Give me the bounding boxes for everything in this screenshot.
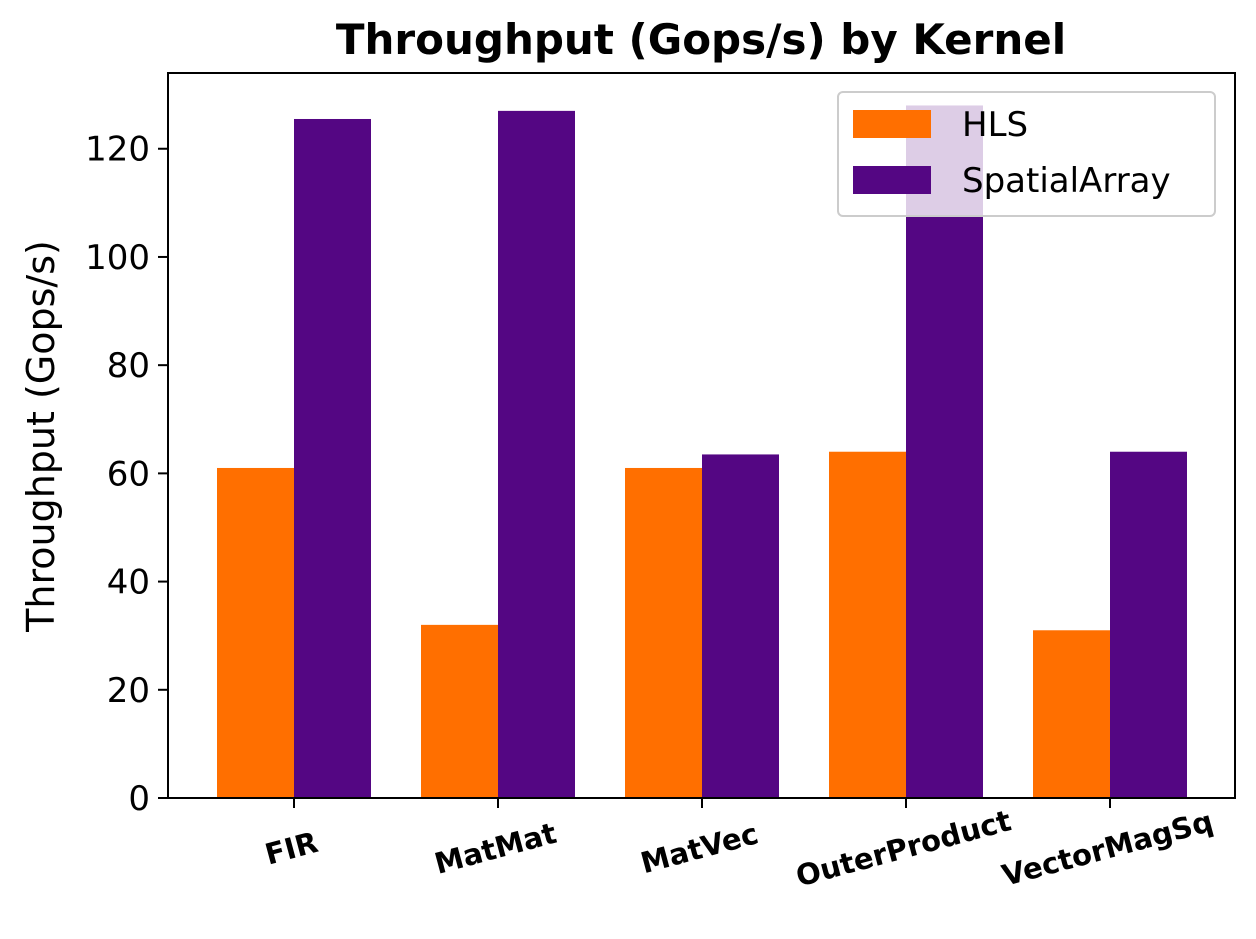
legend-label-hls: HLS [962,105,1028,145]
y-tick-label: 80 [107,346,150,386]
legend-swatch-hls [853,110,931,138]
y-axis-ticks: 0 20 40 60 80 100 120 [85,130,168,819]
y-tick-label: 100 [85,238,150,278]
bar-hls-vectormagsq [1033,630,1110,798]
plot-area-frame [167,72,1236,799]
bar-hls-outerproduct [829,451,906,798]
y-tick-label: 120 [85,130,150,170]
y-tick-label: 0 [128,779,150,819]
bar-spatialarray-matvec [702,454,779,798]
legend-label-spatialarray: SpatialArray [962,161,1171,201]
x-tick-label: MatVec [637,816,762,880]
x-tick-label: VectorMagSq [998,804,1216,893]
y-tick-label: 60 [107,454,150,494]
x-tick-label: MatMat [431,816,560,881]
legend-swatch-spatialarray [853,166,931,194]
bar-hls-fir [217,467,294,798]
y-axis-label: Throughput (Gops/s) [19,240,63,633]
bar-spatialarray-matmat [498,110,575,799]
x-tick-label: FIR [261,825,321,872]
bar-hls-matvec [625,467,702,798]
x-tick-label: OuterProduct [792,803,1014,893]
bars-layer [217,105,1187,799]
legend-box [837,91,1216,217]
bar-spatialarray-fir [294,118,371,798]
y-tick-label: 20 [107,671,150,711]
bar-spatialarray-outerproduct [906,105,983,798]
bar-spatialarray-vectormagsq [1110,451,1187,798]
chart-legend: HLS SpatialArray [837,91,1216,217]
bar-hls-matmat [421,624,498,798]
chart-title: Throughput (Gops/s) by Kernel [336,15,1066,64]
y-tick-label: 40 [107,563,150,603]
